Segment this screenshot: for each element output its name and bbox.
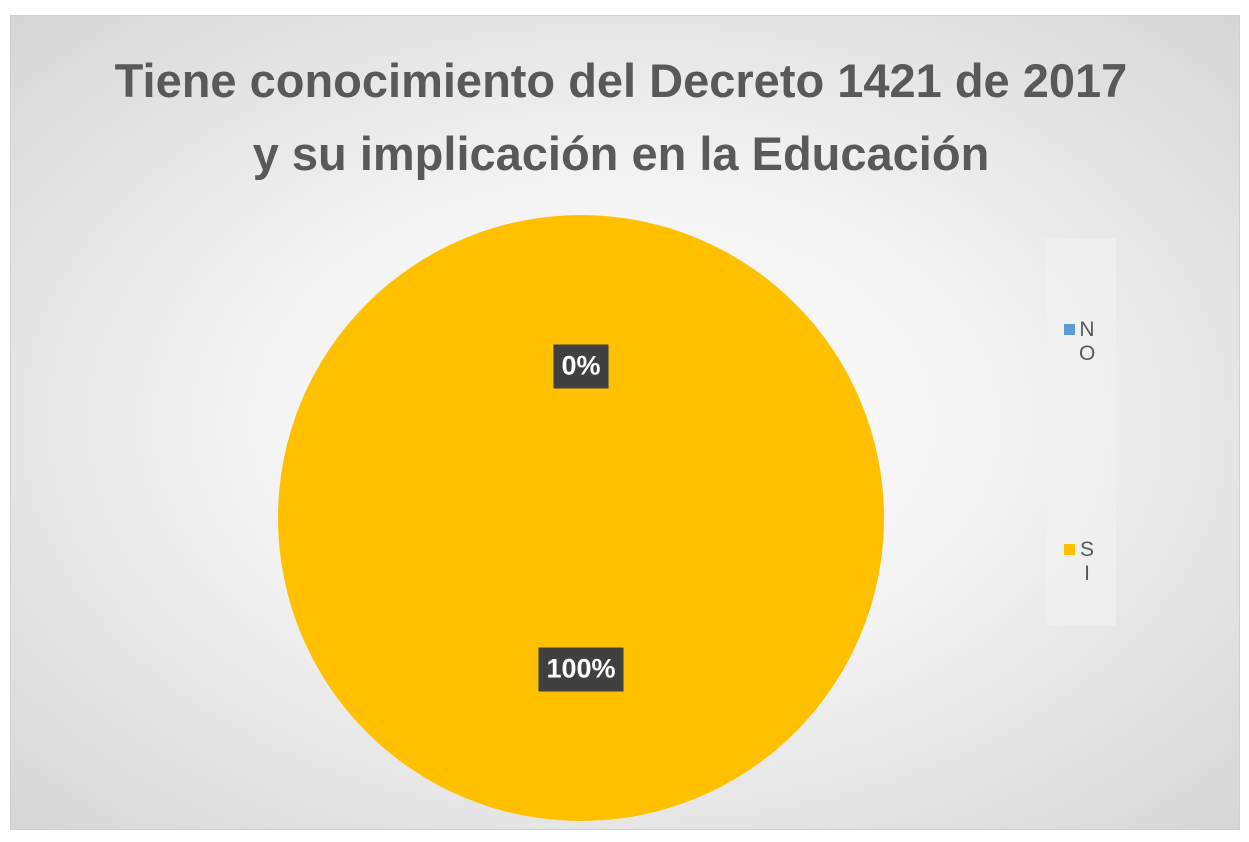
- pie-slice: [278, 215, 884, 821]
- legend: NO SI: [1046, 238, 1116, 626]
- data-label-text: 0%: [561, 351, 600, 381]
- chart-title: Tiene conocimiento del Decreto 1421 de 2…: [114, 54, 1128, 180]
- legend-label: SI: [1079, 538, 1094, 585]
- data-label-box: [538, 647, 624, 692]
- data-label: 0%: [553, 344, 609, 389]
- legend-swatch: [1064, 544, 1075, 555]
- data-label-text: 100%: [546, 654, 615, 684]
- data-label-box: [553, 344, 609, 389]
- pie-plot: 0% 100%: [278, 215, 884, 821]
- legend-entry: SI: [1064, 538, 1095, 586]
- data-label: 100%: [538, 647, 624, 692]
- legend-label: NO: [1079, 318, 1096, 365]
- legend-swatch: [1064, 324, 1075, 335]
- legend-entry: NO: [1064, 318, 1095, 366]
- chart-area: Tiene conocimiento del Decreto 1421 de 2…: [10, 15, 1240, 830]
